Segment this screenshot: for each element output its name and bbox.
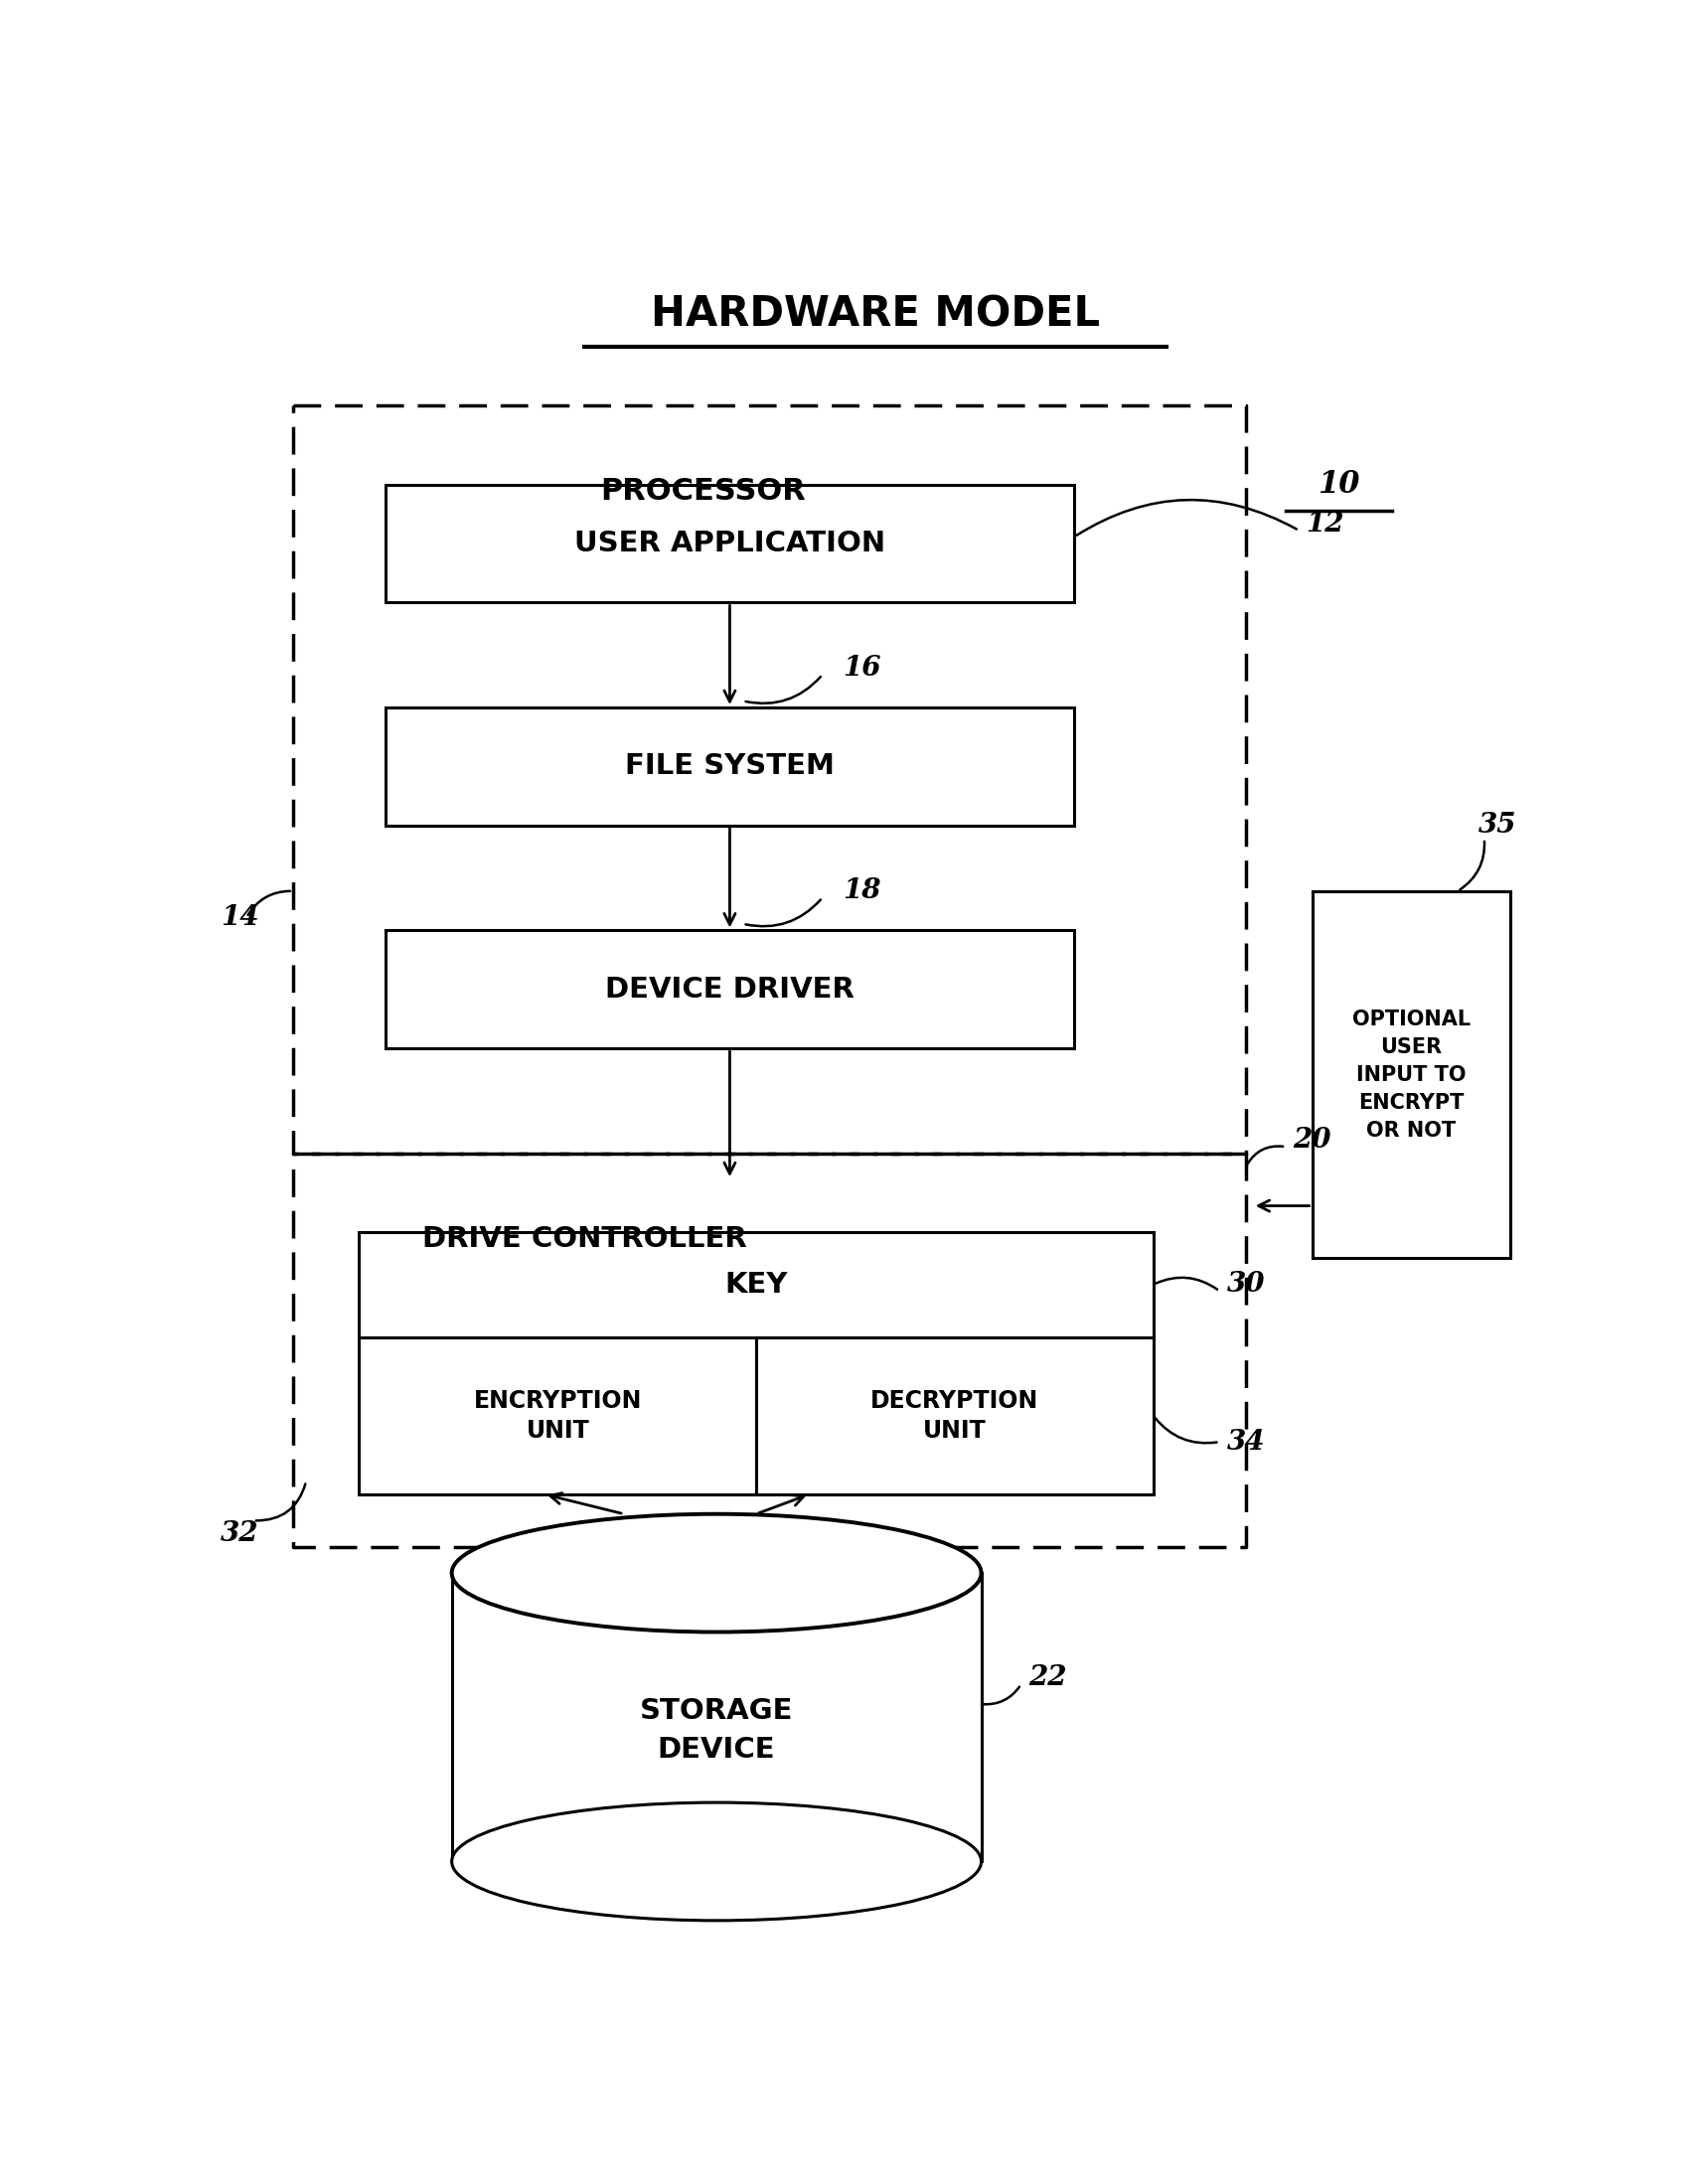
Text: USER APPLICATION: USER APPLICATION [574,530,885,558]
Text: 12: 12 [1307,510,1344,536]
Text: HARDWARE MODEL: HARDWARE MODEL [651,292,1100,336]
Text: DEVICE DRIVER: DEVICE DRIVER [605,974,854,1003]
Text: 18: 18 [844,879,881,905]
Bar [386,484,1074,602]
Text: ENCRYPTION
UNIT: ENCRYPTION UNIT [473,1389,642,1443]
Ellipse shape [451,1803,982,1921]
Bar [386,709,1074,826]
Text: FILE SYSTEM: FILE SYSTEM [625,752,835,780]
Bar [359,1232,1153,1493]
Text: 10: 10 [1317,469,1360,499]
Text: DECRYPTION
UNIT: DECRYPTION UNIT [871,1389,1038,1443]
Text: 34: 34 [1226,1428,1266,1456]
Text: DRIVE CONTROLLER: DRIVE CONTROLLER [422,1225,746,1253]
Text: 32: 32 [220,1519,260,1548]
Text: OPTIONAL
USER
INPUT TO
ENCRYPT
OR NOT: OPTIONAL USER INPUT TO ENCRYPT OR NOT [1353,1009,1471,1140]
Text: PROCESSOR: PROCESSOR [601,477,806,506]
Text: 16: 16 [844,654,881,682]
Text: 22: 22 [1028,1666,1066,1692]
Bar [1312,892,1512,1258]
Text: 14: 14 [220,905,260,931]
Text: 20: 20 [1293,1127,1331,1153]
Text: 30: 30 [1226,1271,1266,1297]
Bar [386,931,1074,1049]
Text: 35: 35 [1479,813,1517,839]
Ellipse shape [451,1513,982,1633]
Text: STORAGE
DEVICE: STORAGE DEVICE [640,1696,793,1764]
Text: KEY: KEY [724,1271,787,1299]
